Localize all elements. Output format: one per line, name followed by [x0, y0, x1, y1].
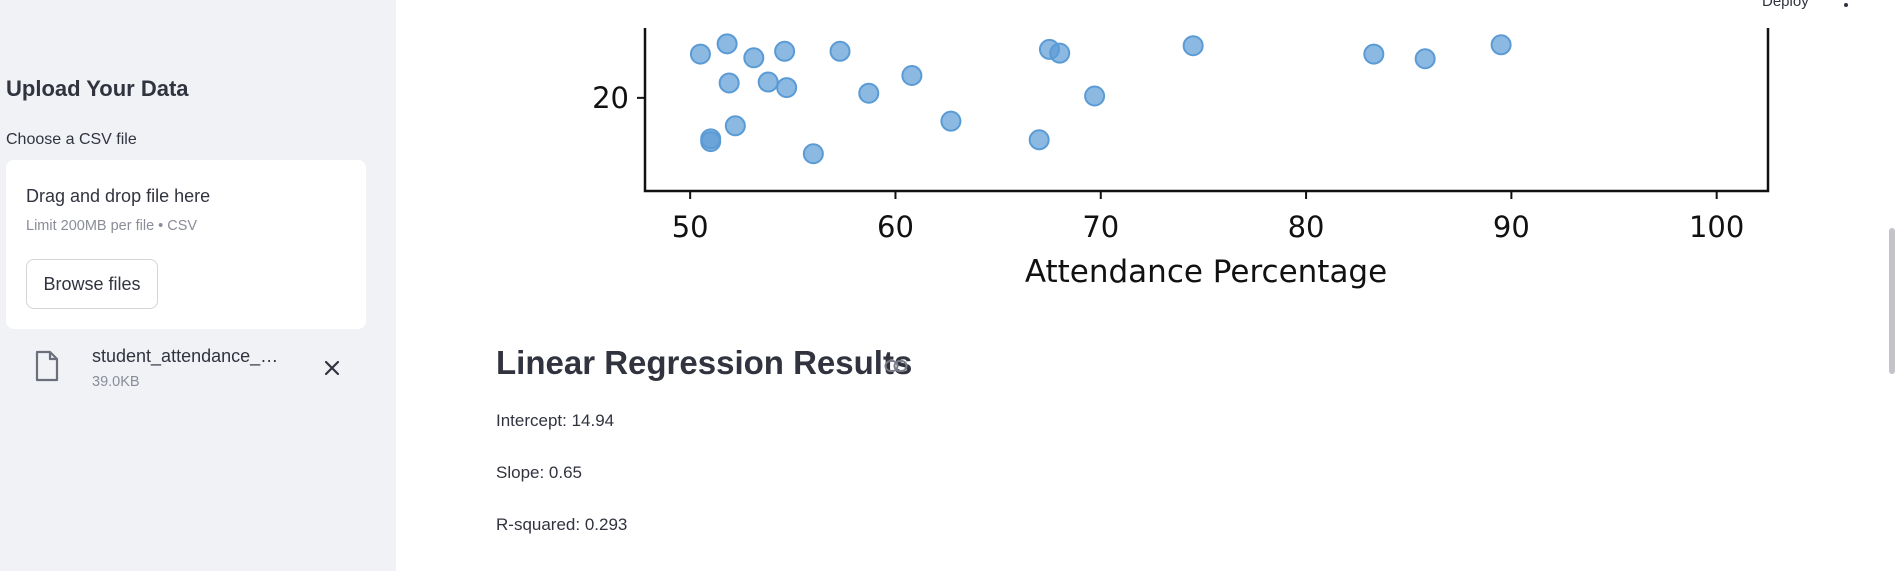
deploy-button[interactable]: Deploy	[1762, 0, 1809, 10]
scatter-point-22	[802, 143, 824, 165]
scatter-point-11	[718, 72, 740, 94]
sidebar: Upload Your Data Choose a CSV file Drag …	[0, 0, 396, 571]
x-tick-label-100: 100	[1689, 210, 1744, 244]
scatter-point-14	[901, 65, 923, 87]
scatter-point-7	[1182, 35, 1204, 57]
y-tick-label-20: 20	[592, 81, 629, 115]
scatter-point-15	[858, 82, 880, 104]
scatter-point-12	[757, 71, 779, 93]
results-heading: Linear Regression Results	[496, 344, 913, 381]
x-tick-label-70: 70	[1082, 210, 1119, 244]
scatter-point-4	[829, 40, 851, 62]
dropzone-title: Drag and drop file here	[26, 186, 211, 206]
scatter-chart: 50 60 70 80 90 100 20 Attendance Percentage	[592, 28, 1770, 290]
scatter-point-1	[716, 33, 738, 55]
scatter-point-8	[1363, 43, 1385, 65]
browse-files-button[interactable]: Browse files	[26, 259, 158, 309]
x-tick-label-50: 50	[672, 210, 709, 244]
x-axis-label: Attendance Percentage	[1025, 254, 1387, 290]
kebab-menu-icon[interactable]	[1842, 0, 1850, 10]
scatter-point-3	[774, 40, 796, 62]
intercept-value: Intercept: 14.94	[496, 411, 615, 430]
scatter-point-13	[776, 77, 798, 99]
scatter-point-9	[1414, 48, 1436, 70]
link-icon[interactable]	[884, 358, 908, 374]
scatter-point-21	[1028, 129, 1050, 151]
scatter-point-16	[1084, 85, 1106, 107]
x-axis-ticks: 50 60 70 80 90 100	[672, 191, 1744, 244]
file-uploader-label: Choose a CSV file	[6, 131, 137, 148]
dropzone-limit: Limit 200MB per file • CSV	[26, 218, 198, 234]
close-icon[interactable]	[322, 358, 342, 378]
page-scrollbar[interactable]	[1889, 228, 1895, 374]
y-axis-ticks: 20	[592, 81, 645, 115]
sidebar-title: Upload Your Data	[6, 76, 189, 101]
uploaded-file-size: 39.0KB	[92, 374, 140, 390]
scatter-point-0	[689, 43, 711, 65]
x-tick-label-60: 60	[877, 210, 914, 244]
scatter-point-20	[940, 110, 962, 132]
file-dropzone[interactable]: Drag and drop file here Limit 200MB per …	[6, 160, 366, 329]
scatter-point-2	[743, 47, 765, 69]
uploaded-file-name: student_attendance_exam_scores.csv	[92, 346, 288, 366]
uploaded-file: student_attendance_exam_scores.csv 39.0K…	[30, 344, 360, 394]
scatter-points	[689, 33, 1512, 165]
chart-axes	[643, 28, 1770, 193]
x-tick-label-80: 80	[1288, 210, 1325, 244]
scatter-point-19	[700, 131, 722, 153]
scatter-point-6	[1049, 42, 1071, 64]
scatter-point-10	[1490, 34, 1512, 56]
slope-value: Slope: 0.65	[496, 463, 583, 482]
file-icon	[35, 350, 59, 382]
r-squared-value: R-squared: 0.293	[496, 515, 628, 534]
scatter-point-17	[724, 115, 746, 137]
x-tick-label-90: 90	[1493, 210, 1530, 244]
